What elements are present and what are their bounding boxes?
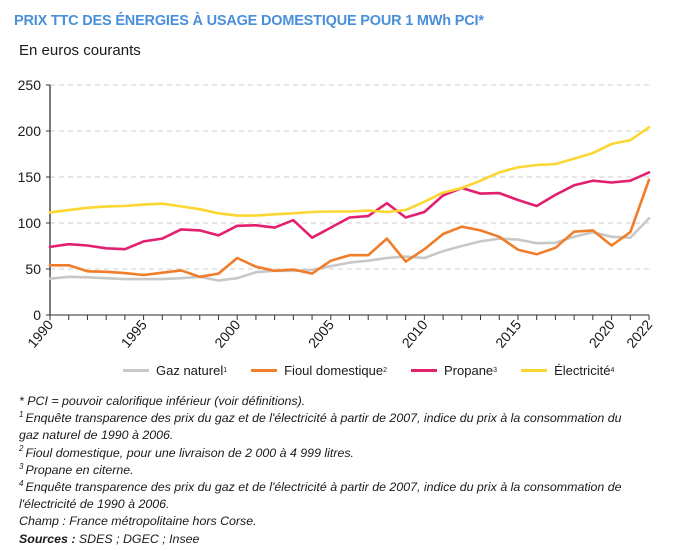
series-line-electricite <box>48 126 651 217</box>
series-line-propane <box>48 171 651 251</box>
y-tick-label: 250 <box>18 77 42 93</box>
y-tick-label: 100 <box>18 215 42 231</box>
note-1: 1 Enquête transparence des prix du gaz et… <box>19 410 679 427</box>
y-tick-label: 0 <box>33 307 41 323</box>
y-axis-ticks: 0 50 100 150 200 250 <box>18 77 50 323</box>
legend-swatch-propane <box>411 369 438 372</box>
legend-label: Électricité <box>554 363 611 378</box>
y-tick-label: 200 <box>18 123 42 139</box>
x-tick-label: 2015 <box>492 316 524 350</box>
x-axis-ticks: 1990 1995 2000 2005 2010 2015 2020 2022 <box>24 315 655 351</box>
x-tick-label: 2000 <box>211 316 243 350</box>
legend-label: Propane <box>444 363 494 378</box>
footnote-mark: 3 <box>19 461 24 471</box>
legend-item-gaz-naturel: Gaz naturel 1 <box>123 363 227 378</box>
legend-label: Gaz naturel <box>156 363 224 378</box>
legend-swatch-gaz-naturel <box>123 369 149 372</box>
note-4: 4 Enquête transparence des prix du gaz et… <box>19 479 679 496</box>
note-3-text: Propane en citerne. <box>25 462 134 477</box>
x-tick-label: 2022 <box>623 316 655 350</box>
legend-item-fioul-domestique: Fioul domestique 2 <box>251 363 387 378</box>
note-1-cont: gaz naturel de 1990 à 2006. <box>19 428 174 443</box>
chart-title: PRIX TTC DES ÉNERGIES À USAGE DOMESTIQUE… <box>14 13 484 29</box>
footnotes: * PCI = pouvoir calorifique inférieur (v… <box>19 393 679 548</box>
note-3: 3 Propane en citerne. <box>19 462 679 479</box>
chart-subtitle: En euros courants <box>19 42 141 59</box>
axes <box>49 85 649 316</box>
x-tick-label: 2005 <box>305 316 337 350</box>
footnote-mark: 4 <box>19 478 24 488</box>
series-line-fioul-domestique <box>48 178 651 279</box>
sources-text: SDES ; DGEC ; Insee <box>75 531 200 546</box>
series-lines <box>48 126 651 282</box>
legend-swatch-fioul-domestique <box>251 369 278 372</box>
note-champ: Champ : France métropolitaine hors Corse… <box>19 514 257 529</box>
note-4-text: Enquête transparence des prix du gaz et … <box>25 480 622 495</box>
note-4-cont: l'électricité de 1990 à 2006. <box>19 497 170 512</box>
note-pci: * PCI = pouvoir calorifique inférieur (v… <box>19 394 306 408</box>
x-tick-label: 1990 <box>24 316 56 350</box>
x-tick-label: 1995 <box>118 316 150 350</box>
series-line-gaz-naturel <box>48 217 651 282</box>
y-tick-label: 150 <box>18 169 42 185</box>
line-chart: 0 50 100 150 200 250 1990 1995 2000 2005 2010 2015… <box>18 77 656 351</box>
x-tick-label: 2020 <box>586 316 618 350</box>
legend: Gaz naturel 1 Fioul domestique 2 Propane 3 … <box>123 363 638 378</box>
footnote-mark: 2 <box>19 444 24 454</box>
legend-swatch-electricite <box>521 369 548 372</box>
note-2: 2 Fioul domestique, pour une livraison de… <box>19 445 679 462</box>
note-2-text: Fioul domestique, pour une livraison de … <box>25 445 355 460</box>
legend-item-electricite: Électricité 4 <box>521 363 614 378</box>
y-tick-label: 50 <box>25 261 41 277</box>
x-tick-label: 2010 <box>398 316 430 350</box>
note-sources: Sources : SDES ; DGEC ; Insee <box>19 531 679 548</box>
gridlines <box>50 84 649 270</box>
footnote-mark: 1 <box>19 410 24 420</box>
note-1-text: Enquête transparence des prix du gaz et … <box>25 411 622 426</box>
sources-label: Sources : <box>19 531 76 546</box>
legend-item-propane: Propane 3 <box>411 363 497 378</box>
legend-label: Fioul domestique <box>284 363 384 378</box>
